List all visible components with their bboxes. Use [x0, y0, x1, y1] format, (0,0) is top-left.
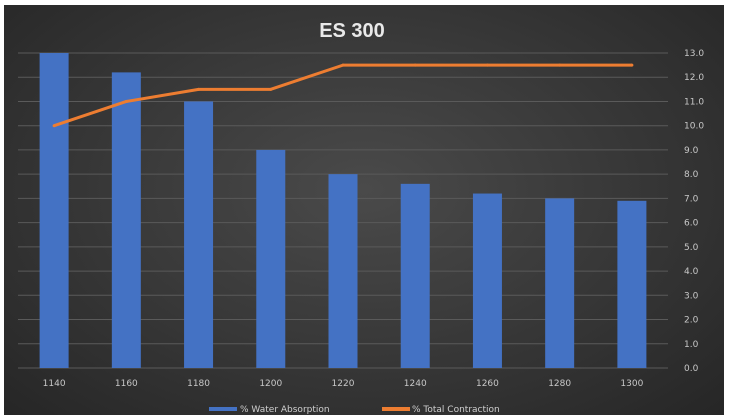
- legend: % Water Absorption % Total Contraction: [209, 405, 500, 415]
- y-tick-label: 7.0: [684, 194, 699, 204]
- y-axis-ticks: 0.0 1.0 2.0 3.0 4.0 5.0 6.0 7.0 8.0 9.0 10.0 11.0 12…: [684, 49, 704, 374]
- x-tick-label: 1280: [548, 379, 571, 389]
- bar: [256, 149, 286, 368]
- x-tick-label: 1200: [259, 379, 282, 389]
- chart-svg: ES 300 0.0 1.0 2.0 3.0 4.0 5.0 6.0 7.0 8.0 9.0 10.…: [18, 20, 704, 415]
- bar-series: [39, 53, 647, 368]
- bar: [328, 174, 358, 368]
- x-axis-ticks: 1140 1160 1180 1200 1220 1240 1260 1280 1300: [43, 379, 644, 389]
- x-tick-label: 1140: [43, 379, 66, 389]
- x-tick-label: 1260: [476, 379, 499, 389]
- y-tick-label: 5.0: [684, 243, 699, 253]
- y-tick-label: 1.0: [684, 340, 699, 350]
- x-tick-label: 1180: [187, 379, 210, 389]
- line-point: [52, 124, 56, 128]
- y-tick-label: 11.0: [684, 97, 704, 107]
- y-tick-label: 8.0: [684, 170, 699, 180]
- line-point: [558, 63, 562, 67]
- line-point: [269, 87, 273, 91]
- legend-label-water-absorption: % Water Absorption: [240, 405, 330, 415]
- x-tick-label: 1160: [115, 379, 138, 389]
- x-tick-label: 1240: [404, 379, 427, 389]
- legend-swatch-total-contraction: [382, 407, 410, 411]
- bar: [617, 200, 647, 368]
- chart-title: ES 300: [319, 20, 385, 42]
- chart-frame: ES 300 0.0 1.0 2.0 3.0 4.0 5.0 6.0 7.0 8.0 9.0 10.…: [4, 5, 724, 415]
- line-point: [124, 99, 128, 103]
- bar: [39, 53, 69, 368]
- legend-label-total-contraction: % Total Contraction: [412, 405, 500, 415]
- bar: [111, 72, 141, 368]
- y-tick-label: 3.0: [684, 291, 699, 301]
- y-tick-label: 13.0: [684, 49, 704, 59]
- bar: [400, 183, 430, 368]
- y-tick-label: 0.0: [684, 364, 699, 374]
- line-point: [413, 63, 417, 67]
- x-tick-label: 1300: [620, 379, 643, 389]
- bar: [472, 193, 502, 368]
- y-tick-label: 4.0: [684, 267, 699, 277]
- y-tick-label: 2.0: [684, 316, 699, 326]
- line-point: [341, 63, 345, 67]
- legend-swatch-water-absorption: [209, 407, 237, 411]
- y-tick-label: 12.0: [684, 73, 704, 83]
- line-series: [52, 63, 634, 128]
- y-tick-label: 10.0: [684, 122, 704, 132]
- y-tick-label: 9.0: [684, 146, 699, 156]
- line-point: [197, 87, 201, 91]
- bar: [545, 198, 575, 368]
- y-tick-label: 6.0: [684, 219, 699, 229]
- line-point: [485, 63, 489, 67]
- x-tick-label: 1220: [332, 379, 355, 389]
- line-point: [630, 63, 634, 67]
- bar: [184, 101, 214, 368]
